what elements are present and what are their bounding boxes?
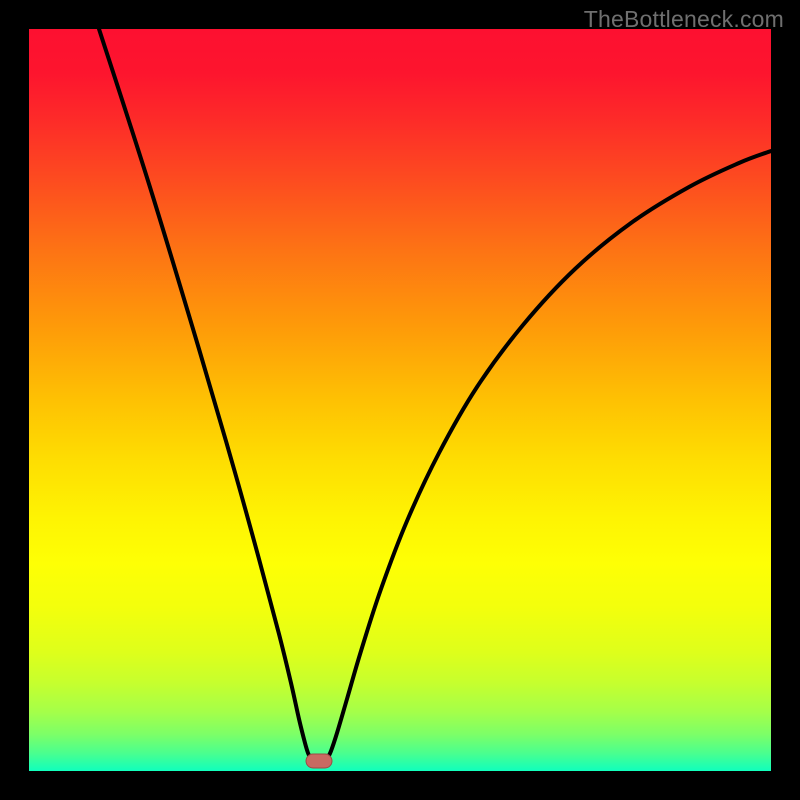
plot-svg: [29, 29, 771, 771]
minimum-marker: [306, 754, 332, 768]
plot-area: [29, 29, 771, 771]
chart-root: TheBottleneck.com: [0, 0, 800, 800]
gradient-background: [29, 29, 771, 771]
